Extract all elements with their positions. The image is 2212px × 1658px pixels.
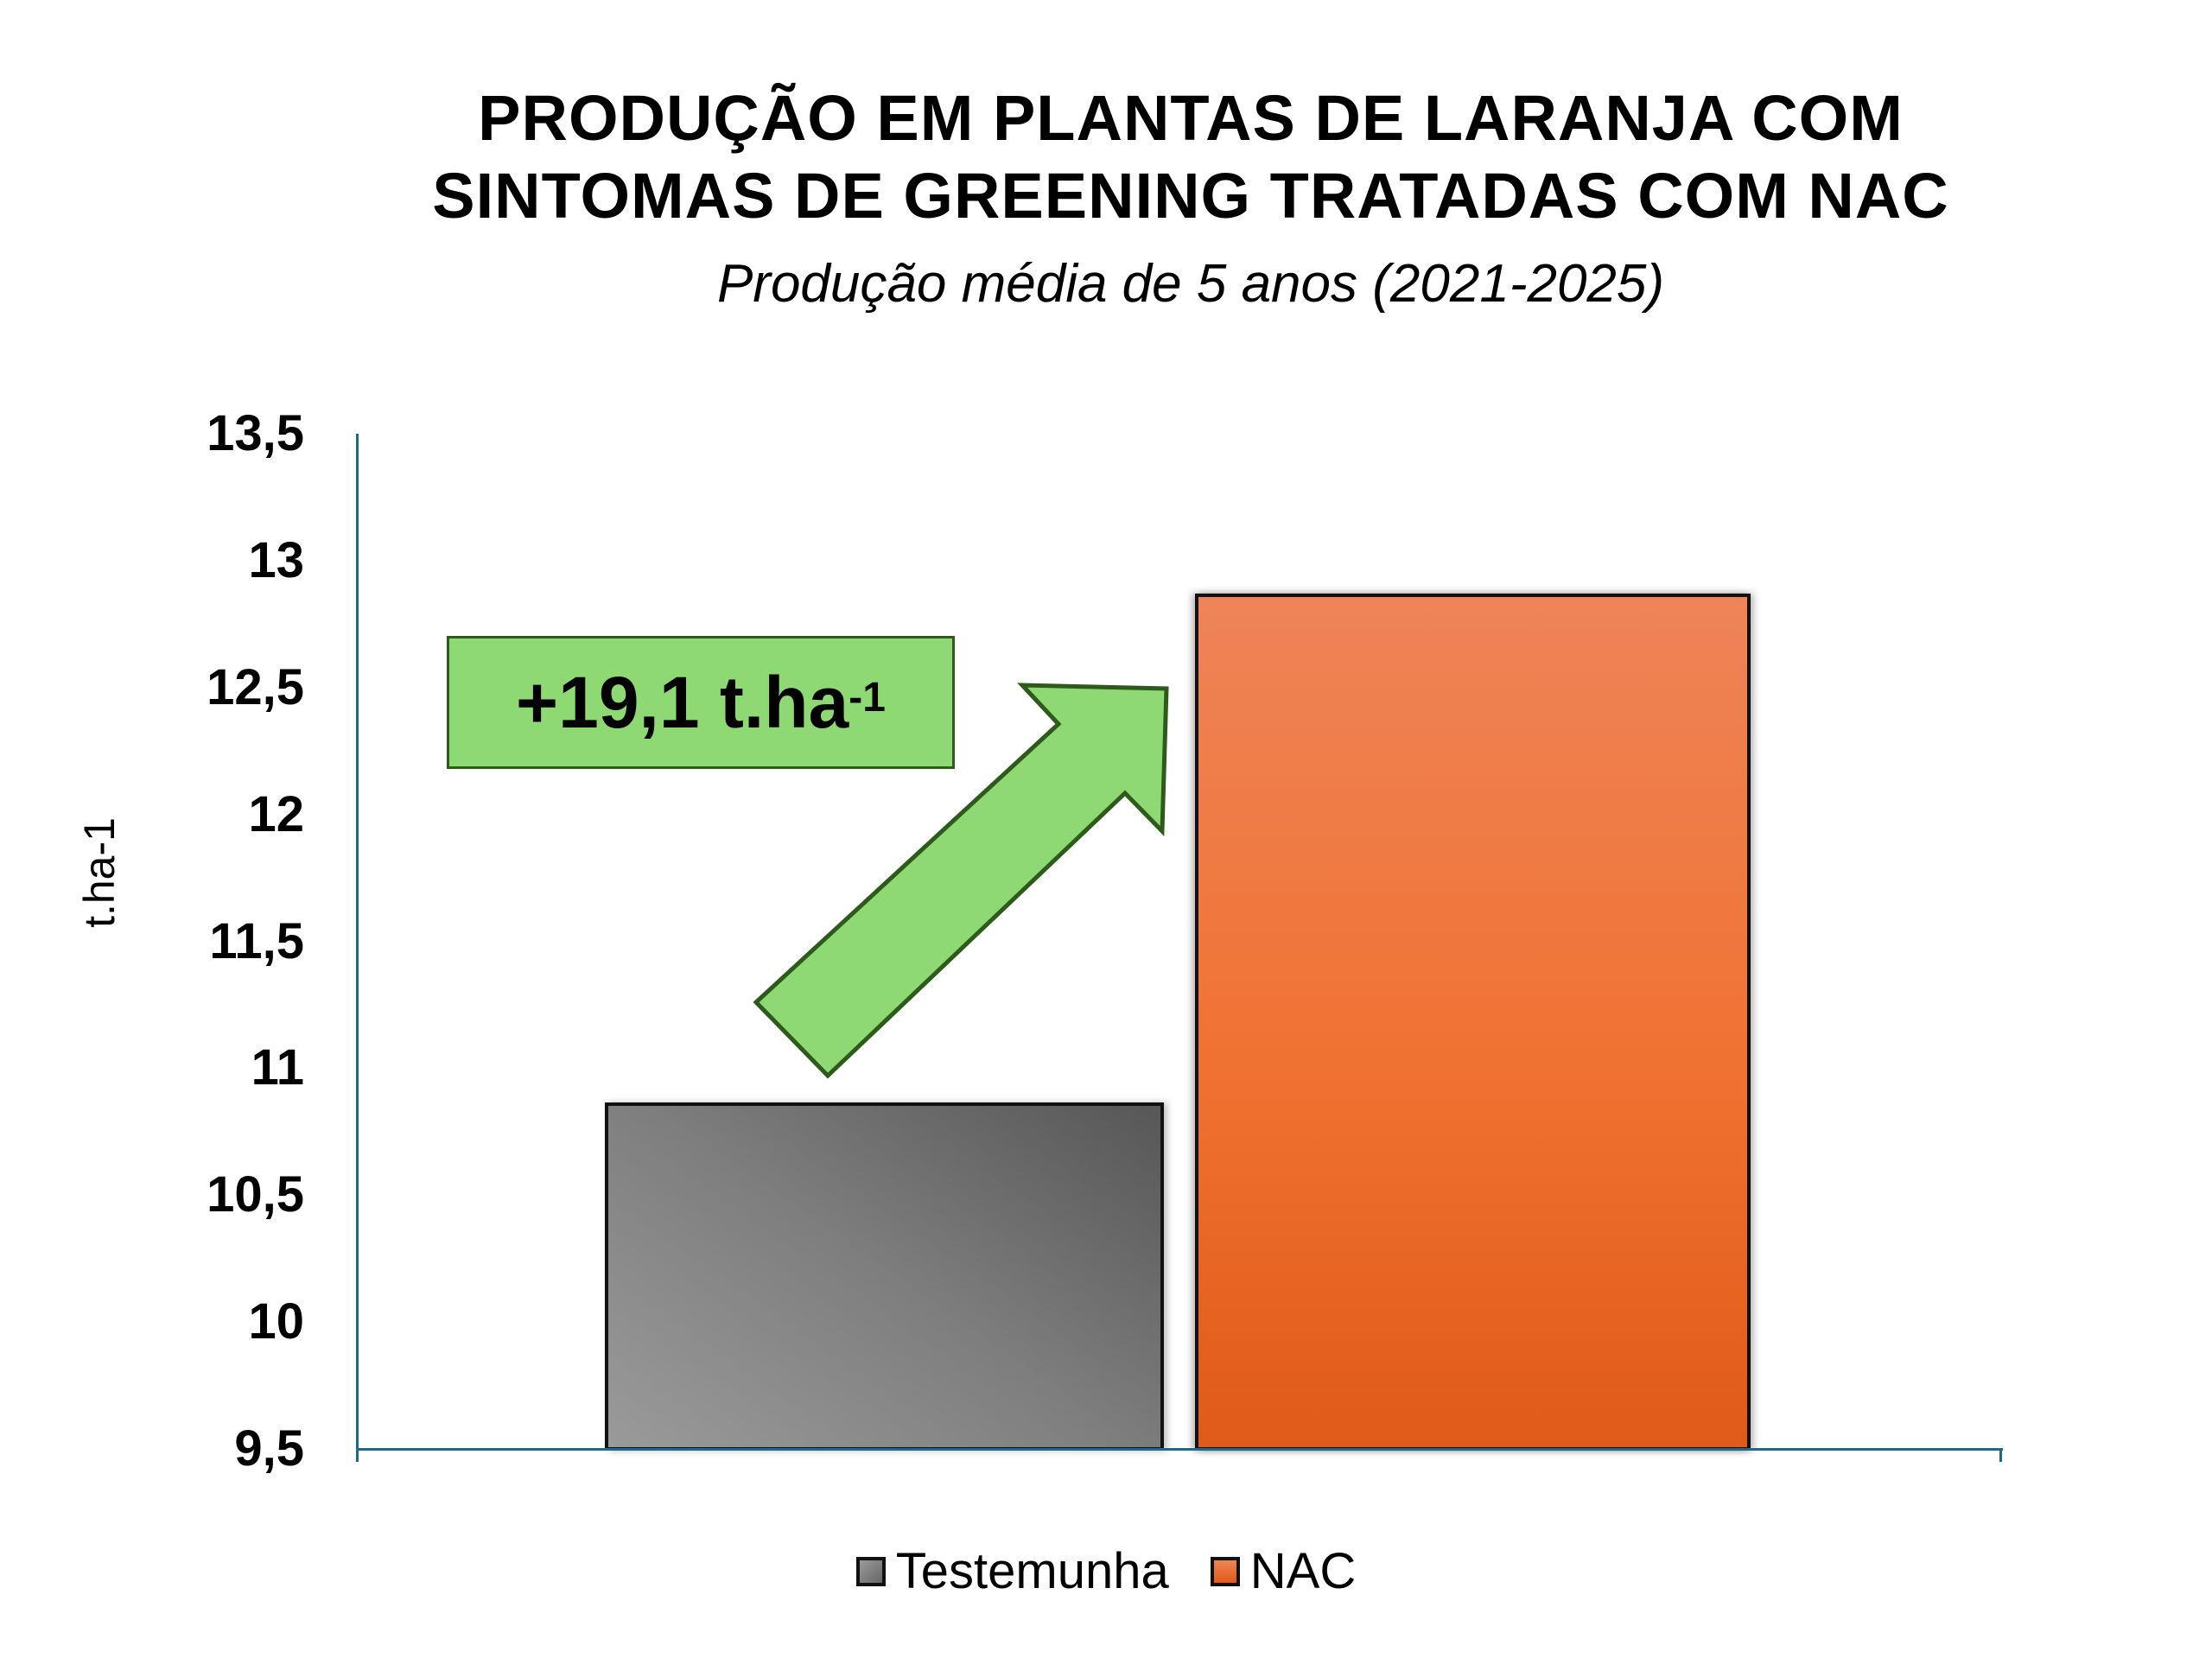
y-axis-label: t.ha-1 — [75, 817, 124, 928]
x-axis-end-tick — [1999, 1448, 2002, 1462]
y-tick-label: 12,5 — [207, 659, 304, 715]
legend-label: Testemunha — [895, 1543, 1169, 1599]
y-axis-line — [356, 434, 359, 1462]
bar-nac — [1195, 594, 1751, 1451]
increase-callout-box: +19,1 t.ha -1 — [447, 636, 955, 769]
y-tick-label: 10,5 — [207, 1166, 304, 1223]
y-tick-label: 10 — [248, 1293, 304, 1350]
legend-item-nac: NAC — [1210, 1543, 1357, 1599]
legend-item-testemunha: Testemunha — [855, 1543, 1169, 1599]
x-axis-line — [356, 1448, 2003, 1451]
legend-swatch-orange-icon — [1210, 1557, 1240, 1586]
callout-superscript: -1 — [849, 674, 886, 721]
chart-legend: Testemunha NAC — [0, 1547, 2212, 1597]
legend-label: NAC — [1249, 1543, 1357, 1599]
bar-testemunha — [605, 1102, 1164, 1451]
chart-title-line-1: PRODUÇÃO EM PLANTAS DE LARANJA COM — [478, 82, 1904, 154]
y-tick-label: 12 — [248, 786, 304, 842]
y-tick-label: 11,5 — [209, 913, 304, 969]
y-tick-label: 9,5 — [234, 1420, 304, 1477]
y-tick-label: 13,5 — [207, 405, 304, 461]
chart-subtitle: Produção média de 5 anos (2021-2025) — [716, 254, 1665, 314]
callout-text: +19,1 t.ha — [516, 661, 849, 743]
y-tick-label: 11 — [251, 1039, 304, 1096]
y-tick-label: 13 — [248, 532, 304, 588]
legend-swatch-gray-icon — [855, 1557, 886, 1586]
chart-title-line-2: SINTOMAS DE GREENING TRATADAS COM NAC — [432, 160, 1949, 232]
